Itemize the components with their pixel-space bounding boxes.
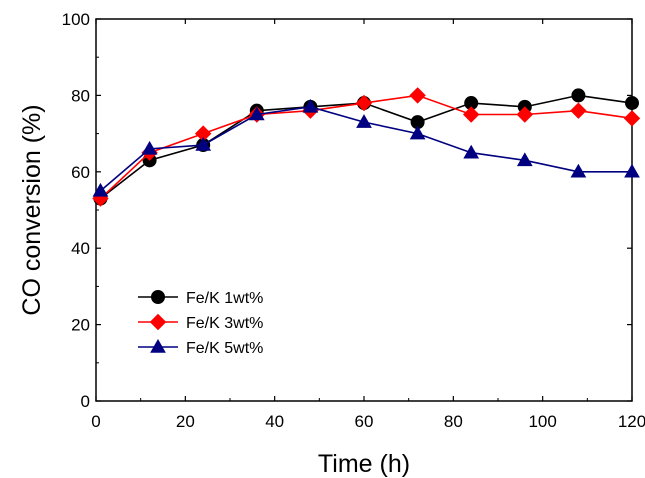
data-point xyxy=(571,88,586,103)
plot-frame xyxy=(95,18,633,402)
data-point xyxy=(463,144,480,159)
x-tick-label: 100 xyxy=(528,412,556,431)
y-tick-label: 0 xyxy=(81,392,90,411)
x-tick-label: 20 xyxy=(176,412,195,431)
data-point xyxy=(409,87,426,104)
y-tick-label: 80 xyxy=(71,86,90,105)
x-tick-label: 40 xyxy=(265,412,284,431)
data-point xyxy=(624,163,640,178)
data-point xyxy=(625,96,639,111)
data-point xyxy=(356,114,372,128)
series-layer xyxy=(92,87,641,207)
data-point xyxy=(141,140,158,155)
x-tick-label: 80 xyxy=(444,412,463,431)
data-point xyxy=(516,106,534,123)
x-tick-label: 0 xyxy=(91,412,100,431)
legend-label: Fe/K 5wt% xyxy=(186,340,263,357)
y-tick-label: 40 xyxy=(71,239,90,258)
data-point xyxy=(355,94,373,112)
data-point xyxy=(570,163,587,178)
legend-marker xyxy=(151,290,165,304)
data-point xyxy=(248,106,265,121)
y-tick-label: 60 xyxy=(71,163,90,182)
legend-entry: Fe/K 5wt% xyxy=(138,338,263,357)
data-point xyxy=(623,110,641,127)
legend-label: Fe/K 1wt% xyxy=(186,290,263,307)
data-point xyxy=(516,152,533,167)
axis-ticks: 0 20 40 60 80 100 120 0 20 40 60 80 100 xyxy=(62,10,645,431)
legend-entry: Fe/K 3wt% xyxy=(138,313,263,332)
legend-marker xyxy=(149,313,167,331)
data-point xyxy=(302,98,319,113)
data-point xyxy=(570,102,587,119)
legend-label: Fe/K 3wt% xyxy=(186,315,263,332)
legend: Fe/K 1wt% Fe/K 3wt% Fe/K 5wt% xyxy=(138,290,263,357)
y-tick-label: 20 xyxy=(71,316,90,335)
legend-entry: Fe/K 1wt% xyxy=(138,290,263,307)
x-axis-title: Time (h) xyxy=(318,450,410,478)
data-point xyxy=(92,182,109,197)
data-point xyxy=(195,137,212,151)
legend-marker xyxy=(150,338,166,353)
y-tick-label: 100 xyxy=(62,10,90,29)
x-tick-label: 120 xyxy=(618,412,645,431)
data-point xyxy=(462,106,480,123)
data-point xyxy=(409,125,426,140)
x-tick-label: 60 xyxy=(355,412,374,431)
series-3 xyxy=(92,98,640,197)
y-axis-title: CO conversion (%) xyxy=(18,104,46,315)
